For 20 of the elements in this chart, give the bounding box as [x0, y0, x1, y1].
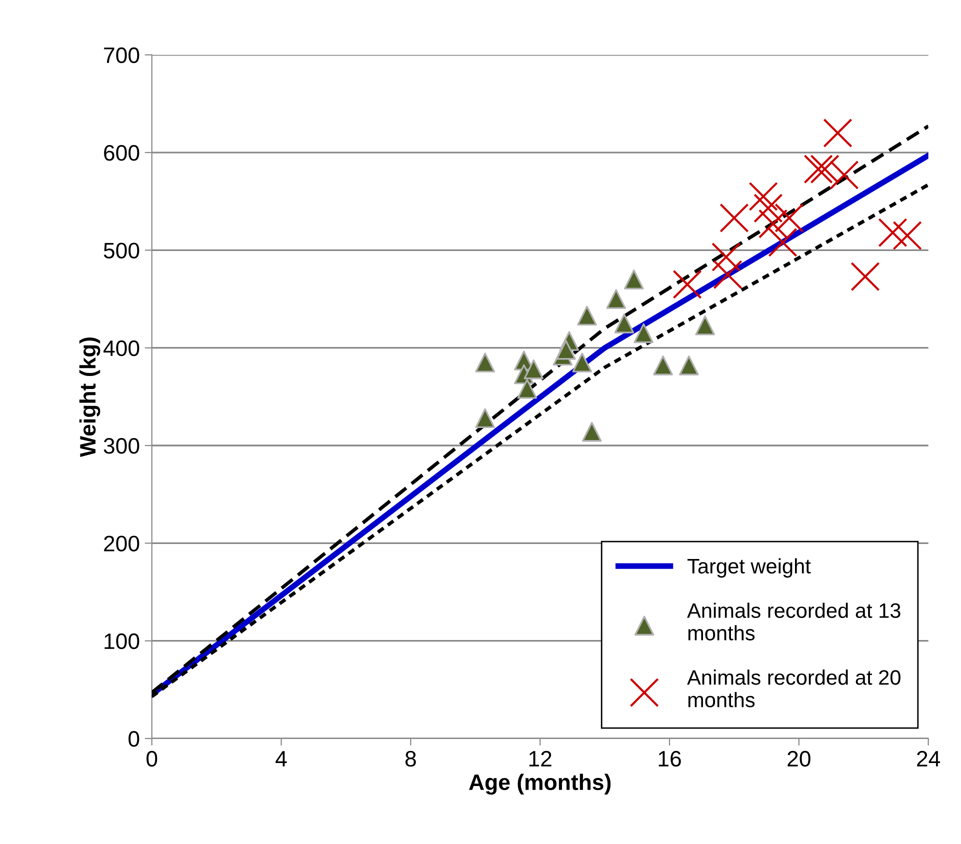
x-tick-label: 16	[658, 750, 681, 767]
y-tick-label: 500	[104, 242, 140, 258]
x-tick-label: 0	[146, 750, 158, 767]
y-axis-title: Weight (kg)	[79, 337, 100, 457]
y-tick-label: 300	[104, 438, 140, 454]
y-tick-label: 0	[128, 731, 140, 747]
x-tick-label: 8	[405, 750, 416, 767]
x-tick-label: 20	[788, 750, 810, 767]
y-tick-label: 200	[104, 536, 140, 552]
legend-label: Target weight	[687, 558, 811, 578]
y-tick-label: 600	[104, 145, 140, 161]
y-tick-label: 100	[104, 633, 140, 650]
legend-label: Animals recorded at 20 months	[687, 670, 900, 708]
x-axis-title: Age (months)	[469, 774, 611, 795]
x-tick-label: 24	[917, 750, 940, 766]
legend-label: Animals recorded at 13 months	[687, 602, 900, 640]
x-tick-label: 12	[529, 750, 552, 766]
y-tick-label: 700	[104, 47, 140, 64]
x-tick-label: 4	[276, 751, 287, 766]
y-tick-label: 400	[103, 340, 140, 356]
